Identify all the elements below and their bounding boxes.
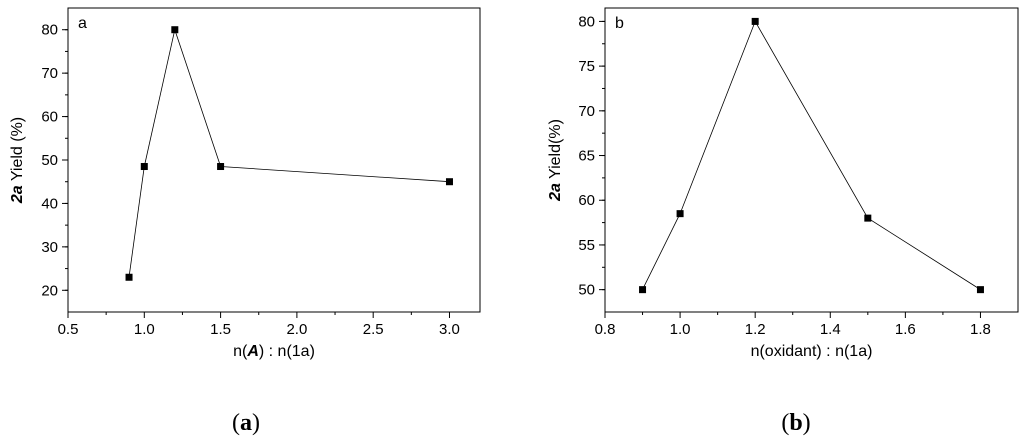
y-axis-label-b: 2a Yield(%) bbox=[547, 119, 564, 202]
x-tick-label-b: 1.6 bbox=[895, 321, 916, 338]
y-tick-label-b: 75 bbox=[578, 58, 595, 75]
x-tick-label-a: 1.5 bbox=[210, 321, 231, 338]
x-tick-label-b: 1.0 bbox=[670, 321, 691, 338]
y-axis-label-var-b: 2a bbox=[547, 183, 564, 202]
y-tick-label-b: 80 bbox=[578, 13, 595, 30]
x-tick-label-b: 1.8 bbox=[970, 321, 991, 338]
y-axis-label-var-a: 2a bbox=[9, 185, 26, 204]
x-tick-label-a: 2.5 bbox=[363, 321, 384, 338]
data-point-a bbox=[140, 163, 148, 171]
chart-a: 0.5 1.0 1.5 2.0 2.5 3.0 20 30 40 50 60 70 80 a n(A) : … bbox=[9, 7, 481, 360]
data-point-b bbox=[639, 286, 647, 294]
x-tick-label-b: 1.4 bbox=[820, 321, 841, 338]
x-axis-label-part-b: n(oxidant) : n(1a) bbox=[751, 343, 873, 360]
series-line-b bbox=[642, 20, 981, 290]
data-point-a bbox=[217, 163, 225, 171]
data-point-b bbox=[676, 210, 684, 218]
panel-label-b: b bbox=[615, 15, 624, 32]
y-tick-label-a: 40 bbox=[41, 195, 58, 212]
y-tick-label-b: 70 bbox=[578, 103, 595, 120]
data-point-b bbox=[976, 286, 984, 294]
data-point-a bbox=[125, 273, 133, 281]
data-point-b bbox=[751, 17, 759, 25]
x-tick-label-a: 3.0 bbox=[439, 321, 460, 338]
caption-a: (a) bbox=[232, 410, 260, 436]
y-tick-label-a: 20 bbox=[41, 282, 58, 299]
data-point-a bbox=[171, 26, 179, 34]
plot-frame-b bbox=[604, 7, 1019, 313]
caption-a-letter: a bbox=[240, 410, 252, 436]
data-point-a bbox=[445, 178, 453, 186]
y-tick-label-b: 55 bbox=[578, 237, 595, 254]
x-tick-label-b: 1.2 bbox=[745, 321, 766, 338]
x-tick-label-a: 2.0 bbox=[286, 321, 307, 338]
y-tick-label-a: 80 bbox=[41, 22, 58, 39]
y-tick-label-b: 50 bbox=[578, 282, 595, 299]
panel-label-a: a bbox=[78, 15, 87, 32]
series-line-a bbox=[128, 28, 450, 278]
y-tick-label-b: 65 bbox=[578, 148, 595, 165]
y-tick-label-a: 50 bbox=[41, 152, 58, 169]
y-tick-label-b: 60 bbox=[578, 192, 595, 209]
caption-b-letter: b bbox=[789, 410, 803, 436]
plot-frame-a bbox=[67, 7, 481, 313]
x-tick-label-a: 1.0 bbox=[134, 321, 155, 338]
x-tick-label-b: 0.8 bbox=[595, 321, 616, 338]
y-axis-label-part-b: Yield(%) bbox=[547, 119, 564, 183]
y-axis-label-part-a: Yield (%) bbox=[9, 117, 26, 185]
x-axis-label-var-a: A bbox=[246, 343, 259, 360]
caption-b: (b) bbox=[781, 410, 811, 436]
x-axis-label-b: n(oxidant) : n(1a) bbox=[751, 343, 873, 360]
x-axis-label-part-a: n( bbox=[233, 343, 248, 360]
x-tick-label-a: 0.5 bbox=[58, 321, 79, 338]
x-axis-label-a: n(A) : n(1a) bbox=[233, 343, 315, 360]
chart-b: 0.8 1.0 1.2 1.4 1.6 1.8 50 55 60 65 70 75 80 b n(oxida… bbox=[547, 7, 1019, 360]
y-tick-label-a: 60 bbox=[41, 109, 58, 126]
data-point-b bbox=[864, 214, 872, 222]
y-tick-label-a: 70 bbox=[41, 65, 58, 82]
x-axis-label-part-a: ) : n(1a) bbox=[259, 343, 315, 360]
y-tick-label-a: 30 bbox=[41, 239, 58, 256]
y-axis-label-a: 2a Yield (%) bbox=[9, 117, 26, 204]
